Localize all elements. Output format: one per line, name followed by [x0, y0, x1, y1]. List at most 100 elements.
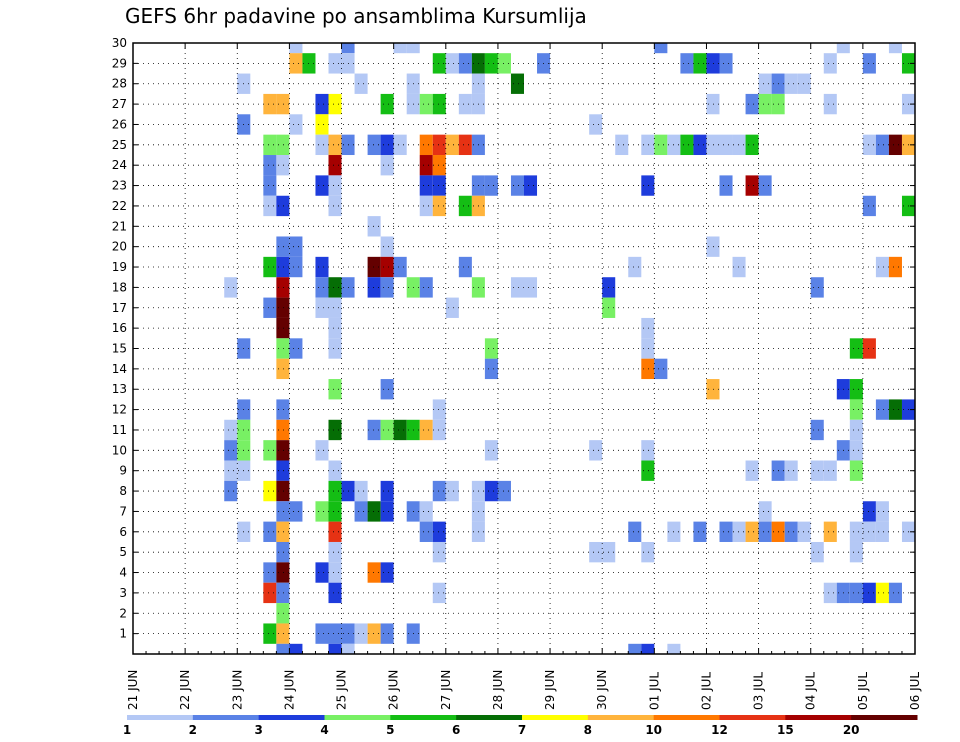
heatmap-cell: [263, 175, 277, 196]
y-tick-label: 30: [112, 36, 127, 50]
heatmap-cell: [432, 175, 446, 196]
x-tick-label: 02 JUL: [699, 672, 713, 710]
colorbar-segment: [719, 715, 786, 720]
heatmap-cell: [797, 73, 811, 94]
x-tick-label: 27 JUN: [439, 670, 453, 710]
heatmap-cell: [315, 277, 329, 298]
heatmap-cell: [706, 236, 720, 257]
colorbar-segment: [258, 715, 325, 720]
heatmap-cell: [380, 501, 394, 522]
x-tick-label: 29 JUN: [543, 670, 557, 710]
x-tick-label: 21 JUN: [126, 670, 140, 710]
heatmap-cell: [328, 379, 342, 400]
heatmap-cell: [823, 53, 837, 74]
x-axis-ticks: 21 JUN 22 JUN 23 JUN 24 JUN 25 JUN 26 JUN 27 J…: [126, 43, 922, 710]
heatmap-cell: [589, 541, 603, 563]
heatmap-cell: [823, 521, 837, 542]
heatmap-cell: [315, 562, 329, 583]
heatmap-cell: [706, 134, 720, 156]
heatmap-cell: [875, 521, 889, 542]
heatmap-cell: [315, 440, 329, 461]
heatmap-cell: [458, 256, 472, 278]
colorbar-segment: [587, 715, 655, 720]
heatmap-cell: [875, 582, 889, 604]
heatmap-cell: [276, 480, 290, 502]
heatmap-cell: [276, 501, 290, 522]
heatmap-cell: [862, 53, 876, 74]
y-tick-label: 10: [112, 443, 127, 457]
heatmap-cell: [276, 134, 290, 156]
heatmap-cell: [849, 582, 863, 604]
heatmap-cell: [276, 297, 290, 318]
heatmap-cell: [276, 338, 290, 359]
heatmap-cell: [445, 297, 459, 318]
colorbar-label: 8: [584, 723, 592, 737]
heatmap-cell: [263, 623, 277, 644]
y-tick-label: 21: [112, 219, 127, 233]
heatmap-cell: [315, 297, 329, 318]
heatmap-cell: [862, 134, 876, 156]
heatmap-cell: [276, 521, 290, 542]
heatmap-cell: [484, 358, 498, 380]
heatmap-cell: [458, 134, 472, 156]
x-tick-label: 06 JUL: [908, 672, 922, 710]
heatmap-cell: [380, 419, 394, 441]
heatmap-cell: [315, 134, 329, 156]
heatmap-cell: [276, 623, 290, 644]
heatmap-cell: [406, 43, 420, 54]
heatmap-cell: [328, 277, 342, 298]
heatmap-cell: [484, 53, 498, 74]
heatmap-cell: [263, 256, 277, 278]
heatmap-cell: [862, 338, 876, 359]
heatmap-cell: [667, 643, 681, 654]
colorbar-label: 7: [518, 723, 526, 737]
heatmap-cell: [849, 419, 863, 441]
heatmap-cell: [328, 317, 342, 339]
heatmap-cell: [328, 134, 342, 156]
colorbar: 1 2 3 4 5 6 7 8 10 12 15 20: [123, 715, 918, 737]
heatmap-cell: [732, 521, 746, 542]
heatmap-cell: [380, 134, 394, 156]
heatmap-cell: [875, 399, 889, 420]
colorbar-label: 3: [254, 723, 262, 737]
heatmap-cell: [380, 623, 394, 644]
y-tick-label: 17: [112, 301, 127, 315]
heatmap-cell: [680, 134, 694, 156]
heatmap-cell: [432, 195, 446, 217]
heatmap-cell: [758, 521, 772, 542]
colorbar-segment: [522, 715, 589, 720]
heatmap-cell: [263, 480, 277, 502]
y-tick-label: 14: [112, 362, 127, 376]
heatmap-cell: [419, 134, 433, 156]
heatmap-cell: [328, 521, 342, 542]
heatmap-cell: [224, 480, 238, 502]
heatmap-cell: [380, 277, 394, 298]
heatmap-cell: [888, 582, 902, 604]
heatmap-cell: [328, 643, 342, 654]
y-tick-label: 13: [112, 382, 127, 396]
heatmap-cell: [380, 236, 394, 257]
y-tick-label: 26: [112, 117, 127, 131]
heatmap-cell: [862, 195, 876, 217]
heatmap-cell: [432, 399, 446, 420]
heatmap-cell: [276, 317, 290, 339]
heatmap-cell: [419, 155, 433, 176]
heatmap-cell: [432, 541, 446, 563]
heatmap-cell: [641, 338, 655, 359]
heatmap-cell: [745, 521, 759, 542]
heatmap-cell: [719, 521, 733, 542]
heatmap-cell: [849, 399, 863, 420]
heatmap-cell: [354, 501, 368, 522]
heatmap-cell: [224, 460, 238, 481]
colorbar-label: 10: [645, 723, 662, 737]
heatmap-cell: [328, 480, 342, 502]
heatmap-cell: [641, 541, 655, 563]
heatmap-cell: [328, 93, 342, 115]
heatmap-cell: [524, 175, 538, 196]
colorbar-segment: [456, 715, 523, 720]
y-tick-label: 5: [119, 545, 127, 559]
y-tick-label: 15: [112, 342, 127, 356]
heatmap-cell: [641, 317, 655, 339]
colorbar-label: 2: [189, 723, 197, 737]
grid-lines: [133, 42, 916, 654]
